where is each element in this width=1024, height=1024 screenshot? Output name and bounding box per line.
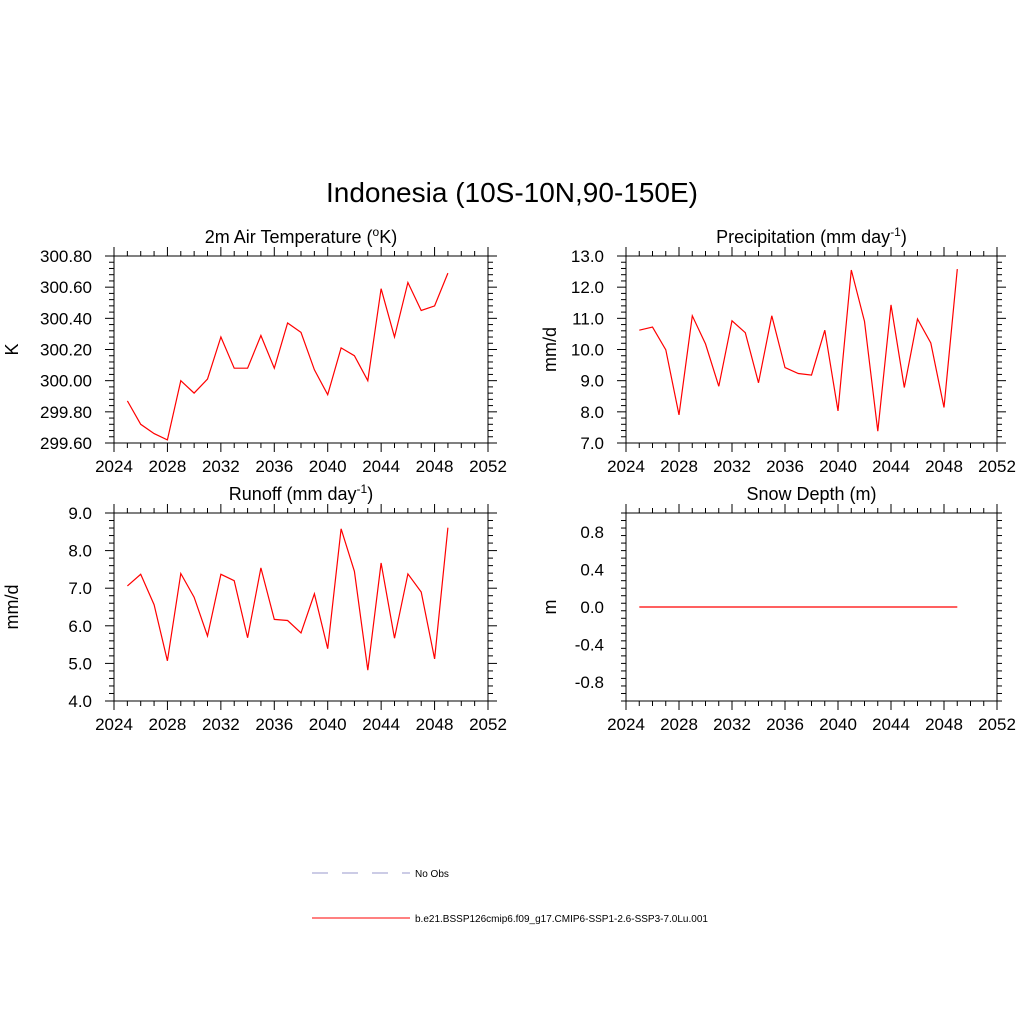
- panel-title: 2m Air Temperature (oK): [205, 225, 397, 247]
- x-tick-label: 2048: [925, 457, 963, 476]
- panel-title-main: 2m Air Temperature (: [205, 227, 373, 247]
- panel-title-main: Precipitation (mm day: [716, 227, 890, 247]
- y-tick-label: 300.00: [40, 372, 92, 391]
- series-line-0: [126, 272, 449, 441]
- plot-frame: [113, 255, 489, 444]
- y-axis-label: mm/d: [2, 585, 22, 630]
- series-line-0: [127, 527, 449, 671]
- x-tick-label: 2048: [925, 715, 963, 734]
- y-tick-label: 5.0: [68, 654, 92, 673]
- y-tick-label: 8.0: [68, 542, 92, 561]
- x-tick-label: 2032: [202, 457, 240, 476]
- y-axis-label: K: [2, 343, 22, 355]
- y-tick-label: 12.0: [571, 278, 604, 297]
- y-tick-label: 9.0: [580, 372, 604, 391]
- x-tick-label: 2052: [978, 457, 1016, 476]
- x-tick-label: 2044: [362, 715, 400, 734]
- x-tick-label: 2032: [713, 715, 751, 734]
- series-line-0: [639, 269, 958, 432]
- x-tick-label: 2052: [469, 457, 507, 476]
- x-tick-label: 2028: [660, 457, 698, 476]
- y-tick-label: 7.0: [580, 434, 604, 453]
- panel-title: Snow Depth (m): [746, 484, 876, 504]
- y-axis-label: mm/d: [540, 327, 560, 372]
- y-tick-label: 4.0: [68, 692, 92, 711]
- x-tick-label: 2036: [766, 715, 804, 734]
- x-tick-label: 2048: [416, 457, 454, 476]
- x-tick-label: 2040: [309, 457, 347, 476]
- x-tick-label: 2052: [978, 715, 1016, 734]
- x-tick-label: 2036: [766, 457, 804, 476]
- y-tick-label: 10.0: [571, 341, 604, 360]
- legend-label: b.e21.BSSP126cmip6.f09_g17.CMIP6-SSP1-2.…: [415, 914, 708, 925]
- chart-panel-0: 2024 2028 2032 2036 2040 2044 2048 2052 299.60 29…: [2, 225, 507, 476]
- x-tick-label: 2028: [660, 715, 698, 734]
- y-tick-label: 6.0: [68, 617, 92, 636]
- x-tick-label: 2040: [819, 715, 857, 734]
- chart-panel-3: 2024 2028 2032 2036 2040 2044 2048 2052 -0.8 -0.4…: [540, 484, 1016, 734]
- x-tick-label: 2044: [872, 715, 910, 734]
- x-tick-label: 2044: [872, 457, 910, 476]
- x-tick-label: 2024: [95, 457, 133, 476]
- legend-label: No Obs: [415, 869, 449, 880]
- plot-frame: [625, 255, 998, 444]
- chart-panel-1: 2024 2028 2032 2036 2040 2044 2048 2052 7.0 8.0 9.…: [540, 225, 1016, 476]
- figure-title: Indonesia (10S-10N,90-150E): [326, 177, 698, 208]
- y-tick-label: 0.4: [580, 560, 604, 579]
- y-tick-label: 300.60: [40, 278, 92, 297]
- y-tick-label: 300.20: [40, 341, 92, 360]
- y-tick-label: 299.80: [40, 403, 92, 422]
- x-tick-label: 2048: [416, 715, 454, 734]
- y-axis-label: m: [540, 600, 560, 615]
- y-tick-label: 299.60: [40, 434, 92, 453]
- x-tick-label: 2032: [202, 715, 240, 734]
- y-tick-label: 0.8: [580, 523, 604, 542]
- x-tick-label: 2040: [819, 457, 857, 476]
- chart-panel-2: 2024 2028 2032 2036 2040 2044 2048 2052 4.0 5.0 6.…: [2, 482, 507, 734]
- y-tick-label: -0.8: [575, 673, 604, 692]
- y-tick-label: 7.0: [68, 579, 92, 598]
- y-tick-label: -0.4: [575, 636, 604, 655]
- panel-title-main: Snow Depth (m): [746, 484, 876, 504]
- y-tick-label: 300.80: [40, 247, 92, 266]
- panel-title-main: Runoff (mm day: [229, 484, 357, 504]
- x-tick-label: 2044: [362, 457, 400, 476]
- x-tick-label: 2036: [255, 715, 293, 734]
- panel-title-sup: -1: [357, 482, 368, 496]
- x-tick-label: 2024: [95, 715, 133, 734]
- panel-title-sup: o: [373, 225, 380, 239]
- x-tick-label: 2032: [713, 457, 751, 476]
- y-tick-label: 8.0: [580, 403, 604, 422]
- legend: No Obs b.e21.BSSP126cmip6.f09_g17.CMIP6-S…: [312, 869, 708, 925]
- x-tick-label: 2052: [469, 715, 507, 734]
- x-tick-label: 2028: [149, 715, 187, 734]
- plot-frame: [113, 512, 489, 702]
- y-tick-label: 11.0: [572, 309, 604, 328]
- panel-title-tail: ): [367, 484, 373, 504]
- panel-title-sup: -1: [890, 225, 901, 239]
- panel-title-tail: ): [901, 227, 907, 247]
- y-tick-label: 13.0: [571, 247, 604, 266]
- y-tick-label: 9.0: [68, 504, 92, 523]
- x-tick-label: 2028: [149, 457, 187, 476]
- panel-title: Runoff (mm day-1): [229, 482, 373, 504]
- panel-title: Precipitation (mm day-1): [716, 225, 907, 247]
- x-tick-label: 2036: [255, 457, 293, 476]
- chart-panels: 2024 2028 2032 2036 2040 2044 2048 2052 299.60 29…: [2, 225, 1016, 734]
- x-tick-label: 2040: [309, 715, 347, 734]
- y-tick-label: 300.40: [40, 309, 92, 328]
- panel-title-tail: K): [379, 227, 397, 247]
- x-tick-label: 2024: [607, 715, 645, 734]
- y-tick-label: 0.0: [580, 598, 604, 617]
- x-tick-label: 2024: [607, 457, 645, 476]
